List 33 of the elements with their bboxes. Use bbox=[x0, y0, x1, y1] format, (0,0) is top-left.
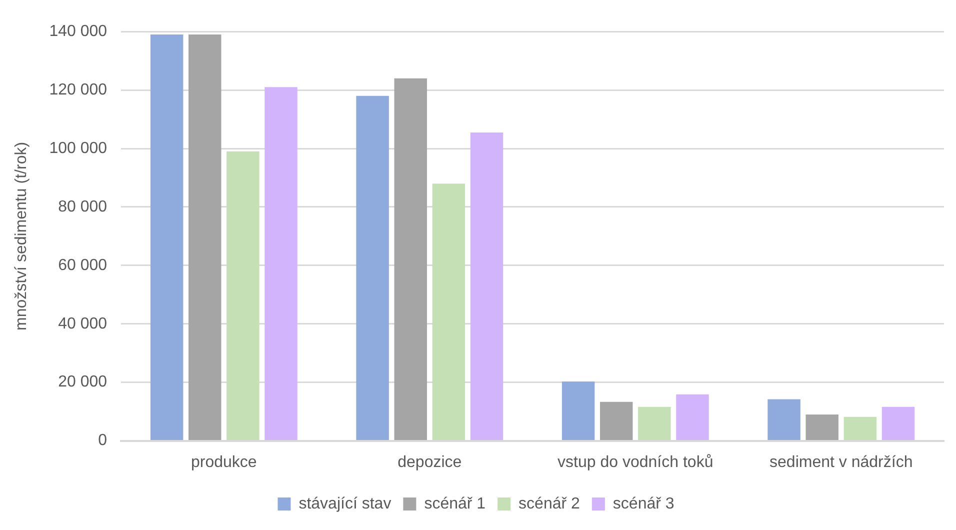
y-tick-label: 20 000 bbox=[58, 374, 108, 391]
bar bbox=[356, 96, 389, 440]
bar bbox=[264, 87, 298, 440]
bar bbox=[882, 406, 915, 440]
x-tick-label: vstup do vodních toků bbox=[558, 454, 714, 471]
x-tick-label: produkce bbox=[190, 454, 257, 471]
y-tick-label: 0 bbox=[98, 432, 108, 450]
bar bbox=[226, 151, 260, 440]
bar bbox=[432, 184, 466, 440]
y-tick-label: 120 000 bbox=[49, 81, 108, 98]
x-tick-label: depozice bbox=[398, 454, 462, 471]
bar bbox=[638, 406, 671, 440]
y-tick-label: 100 000 bbox=[49, 140, 108, 157]
bar bbox=[150, 34, 184, 440]
bar bbox=[600, 402, 633, 440]
legend-label: stávající stav bbox=[298, 495, 392, 512]
y-tick-label: 40 000 bbox=[58, 315, 108, 332]
bar bbox=[394, 78, 427, 440]
y-tick-label: 80 000 bbox=[58, 198, 108, 216]
legend-label: scénář 2 bbox=[518, 495, 580, 512]
y-tick-label: 140 000 bbox=[49, 23, 108, 40]
bar bbox=[188, 34, 222, 440]
bar bbox=[676, 394, 709, 440]
bar bbox=[768, 399, 800, 440]
y-axis-title: množství sedimentu (t/rok) bbox=[13, 142, 30, 330]
legend-label: scénář 3 bbox=[612, 495, 674, 512]
x-tick-label: sediment v nádržích bbox=[770, 454, 913, 471]
bar bbox=[844, 416, 877, 440]
bar bbox=[562, 381, 595, 440]
bar bbox=[470, 132, 504, 440]
legend-label: scénář 1 bbox=[424, 495, 486, 512]
bar bbox=[806, 414, 838, 440]
y-tick-label: 60 000 bbox=[58, 256, 108, 274]
